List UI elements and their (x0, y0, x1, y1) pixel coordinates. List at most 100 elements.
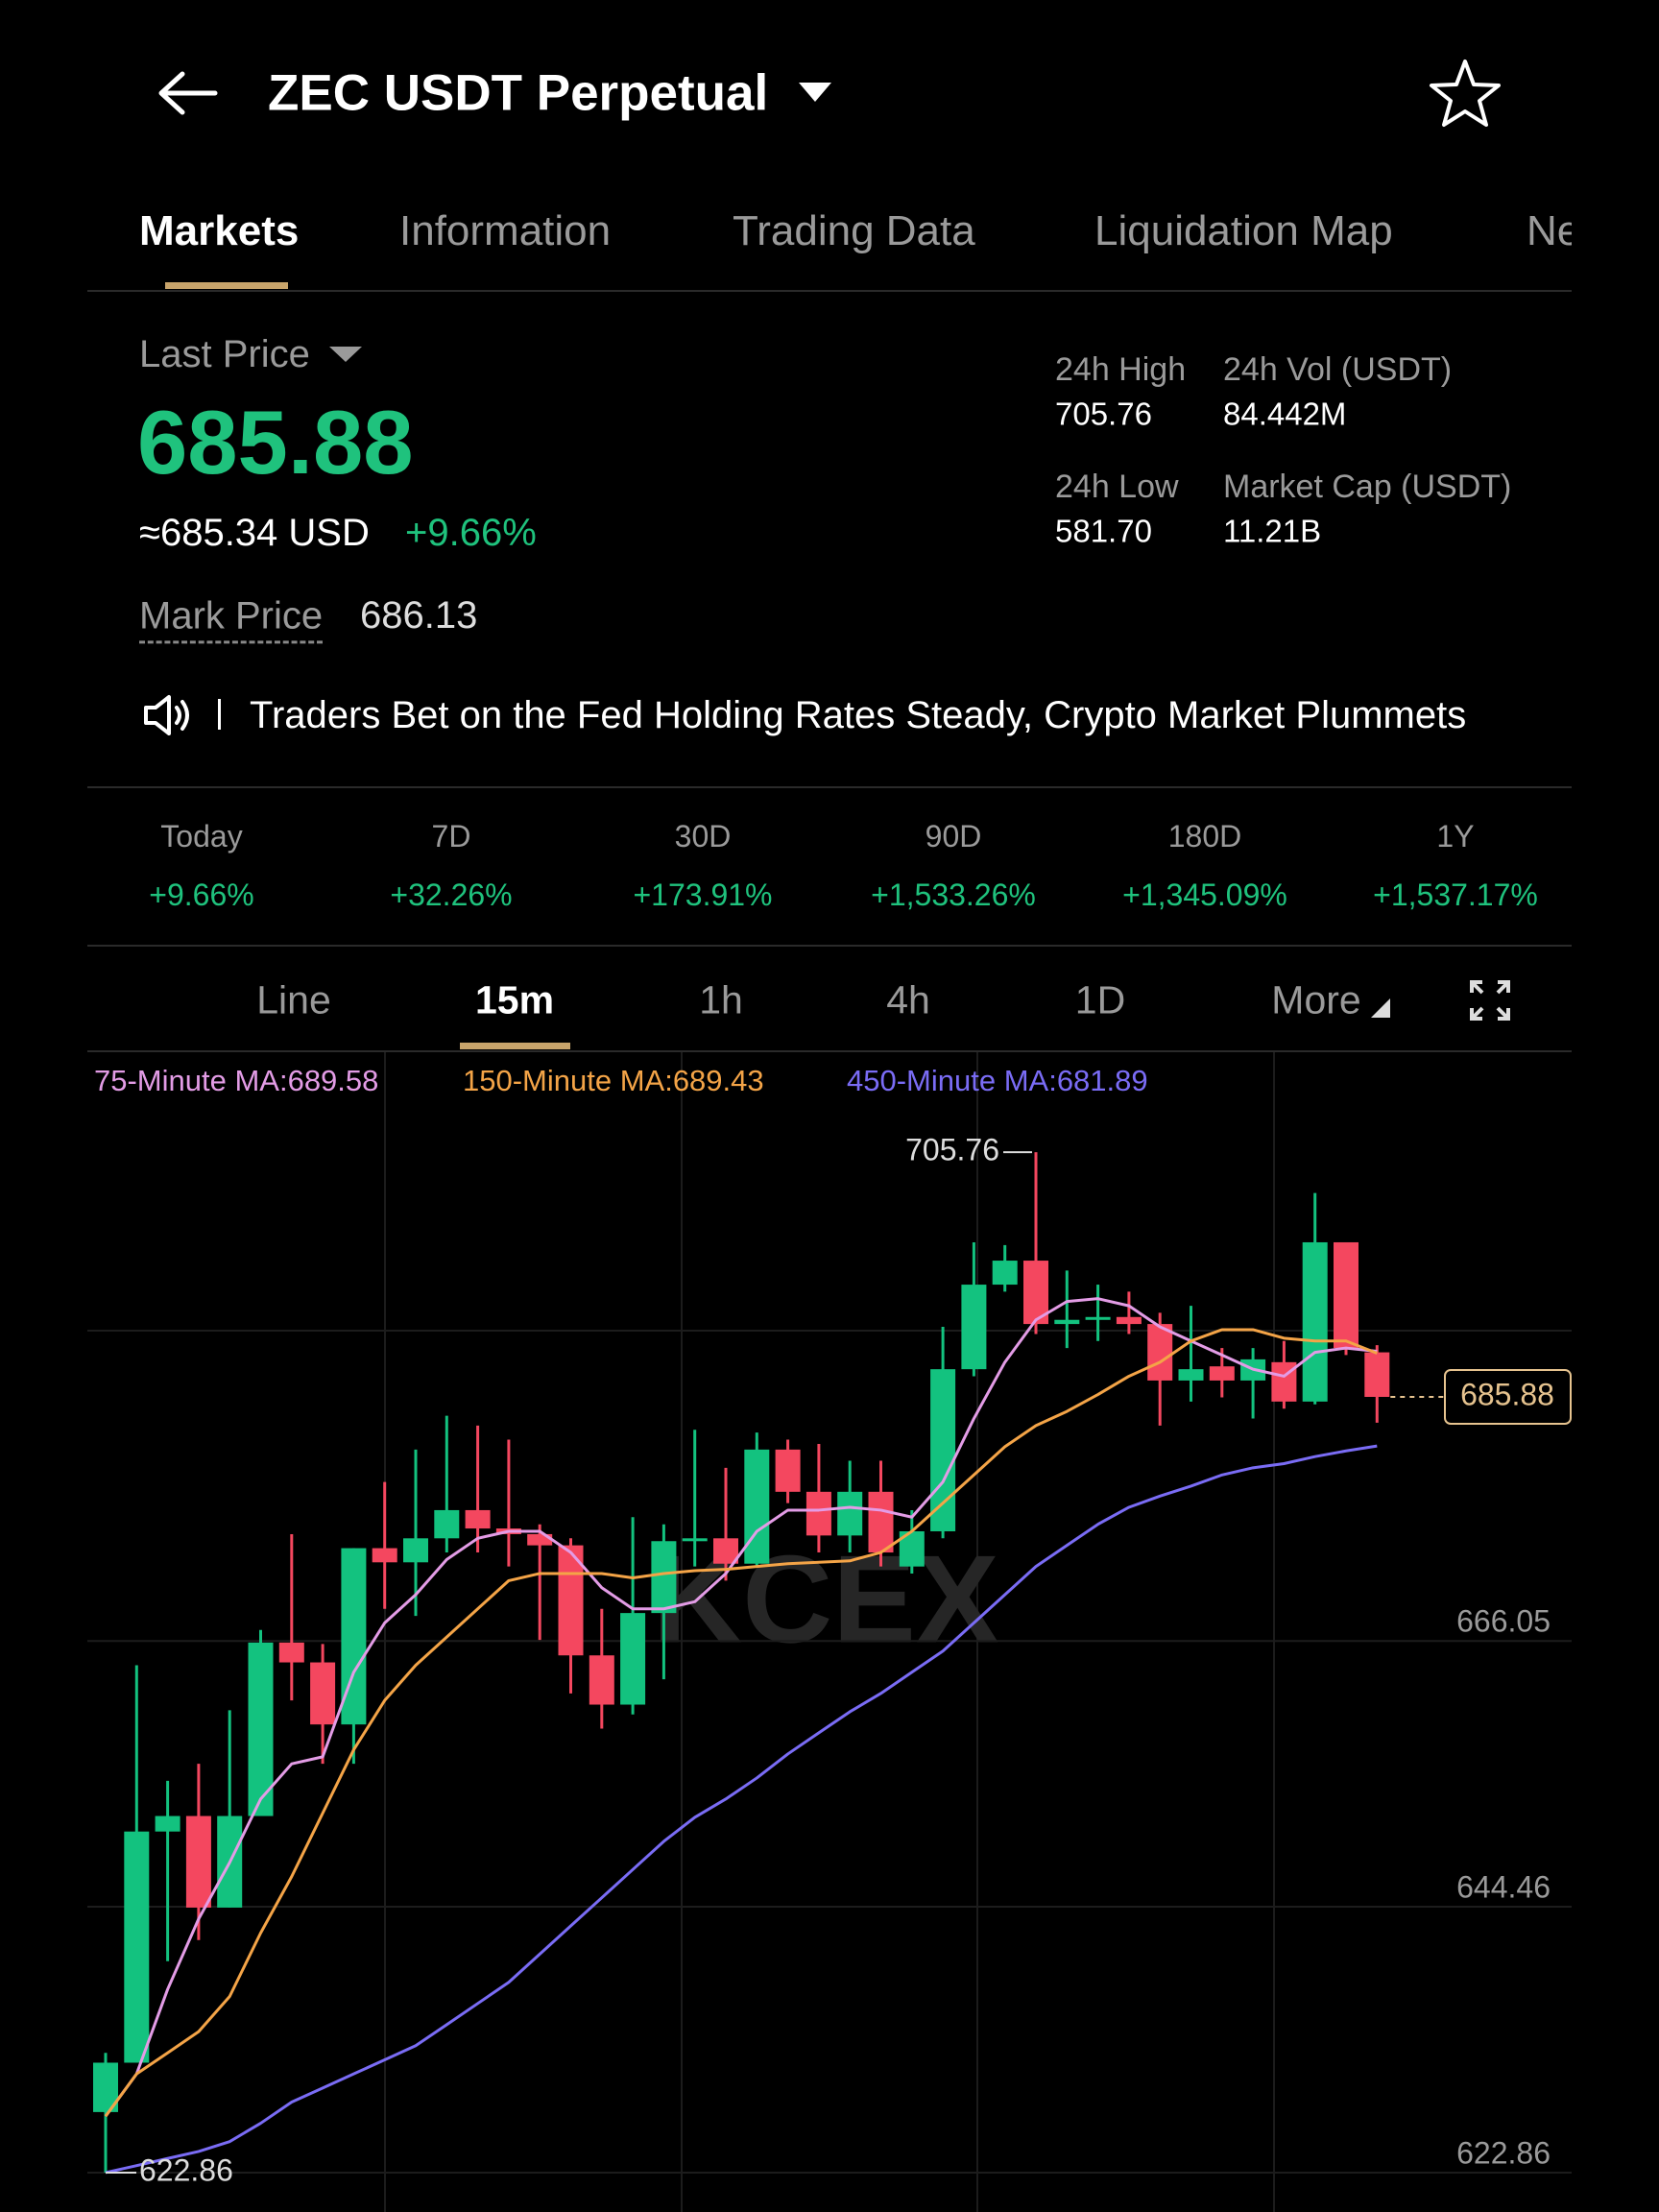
candle-body (620, 1613, 646, 1705)
interval-tab[interactable]: 1D (1074, 977, 1126, 1022)
candle-body (278, 1642, 304, 1663)
page-title[interactable]: ZEC USDT Perpetual (268, 64, 769, 122)
stat-value: 705.76 (1055, 396, 1152, 432)
candle-body (682, 1538, 708, 1542)
candle-body (961, 1285, 987, 1370)
candle-body (1085, 1316, 1111, 1320)
period-change: +1,537.17% (1373, 878, 1538, 912)
candle-body (185, 1815, 211, 1908)
fullscreen-button[interactable] (1469, 979, 1511, 1022)
high-marker: 705.76 (905, 1133, 999, 1167)
candle-body (713, 1538, 738, 1564)
period-change: +32.26% (390, 878, 513, 912)
candle-body (1178, 1369, 1204, 1381)
interval-tab[interactable]: More (1271, 977, 1361, 1022)
candle-body (155, 1815, 180, 1832)
more-caret (1371, 998, 1390, 1018)
interval-indicator (460, 1043, 570, 1049)
price-caret[interactable] (329, 347, 362, 364)
candle-body (589, 1655, 614, 1705)
candle-body (651, 1541, 677, 1614)
candle-body (775, 1449, 801, 1492)
candle-body (124, 1831, 150, 2063)
watermark: KCEX (652, 1528, 998, 1669)
divider (87, 1050, 1572, 1052)
y-tick-label: 644.46 (1456, 1869, 1551, 1904)
period-change: +1,345.09% (1122, 878, 1287, 912)
period-change: +173.91% (633, 878, 773, 912)
tab[interactable]: Information (399, 207, 612, 254)
period-label: 30D (674, 819, 732, 854)
candle-body (527, 1533, 553, 1546)
period-label: 1Y (1436, 819, 1475, 854)
mark-price-label[interactable]: Mark Price (139, 596, 324, 644)
candle-body (744, 1449, 770, 1564)
candle-body (805, 1491, 831, 1536)
ma-line (105, 1444, 1378, 2175)
stat-label: 24h Low (1055, 469, 1179, 505)
candle-body (465, 1509, 491, 1529)
speaker-icon (144, 695, 189, 735)
y-tick-label: 666.05 (1456, 1604, 1551, 1639)
tab[interactable]: Liquidation Map (1094, 207, 1393, 254)
tab[interactable]: Trading Data (733, 207, 975, 254)
period-label: 90D (925, 819, 982, 854)
period-change: +1,533.26% (871, 878, 1036, 912)
candle-body (248, 1642, 274, 1816)
low-marker: 622.86 (139, 2152, 233, 2187)
price-label[interactable]: Last Price (139, 333, 310, 375)
interval-tab[interactable]: 15m (474, 977, 555, 1022)
stat-value: 84.442M (1223, 396, 1347, 432)
candlestick-chart: KCEX 622.86 644.46 666.05 75-Minute MA:689.5… (87, 1052, 1572, 2212)
ma-line (104, 1297, 1378, 2118)
candle-body (868, 1491, 894, 1553)
divider (87, 945, 1572, 947)
period-change: +9.66% (149, 878, 254, 912)
candle-body (310, 1662, 336, 1725)
favorite-star[interactable] (1429, 58, 1502, 129)
candle-body (1302, 1241, 1328, 1402)
stat-label: Market Cap (USDT) (1223, 469, 1512, 505)
stat-value: 581.70 (1055, 513, 1152, 549)
candle-body (1209, 1366, 1235, 1381)
divider (87, 290, 1572, 292)
period-label: 7D (431, 819, 471, 854)
candle-body (992, 1261, 1018, 1286)
tab[interactable]: News (1527, 207, 1572, 254)
tab-indicator (165, 282, 288, 289)
candle-body (403, 1538, 428, 1563)
candle-body (1334, 1241, 1358, 1349)
news-headline[interactable]: Traders Bet on the Fed Holding Rates Ste… (250, 694, 1467, 736)
dropdown-caret[interactable] (799, 83, 831, 104)
divider (87, 786, 1572, 788)
last-price-box (1444, 1368, 1572, 1425)
period-label: Today (160, 819, 243, 854)
usd-price: ≈685.34 USD (139, 512, 370, 554)
candle-body (930, 1369, 956, 1531)
back-button[interactable] (154, 69, 223, 117)
candle-body (434, 1509, 460, 1539)
interval-tab[interactable]: Line (256, 977, 331, 1022)
stat-label: 24h High (1055, 351, 1187, 388)
legend-entry: 75-Minute MA:689.58 (94, 1064, 378, 1097)
interval-tab[interactable]: 4h (886, 977, 930, 1022)
price-change: +9.66% (405, 512, 537, 554)
stat-value: 11.21B (1223, 513, 1322, 549)
candle-body (1147, 1324, 1173, 1381)
ma-line (104, 1328, 1378, 2118)
candle-body (837, 1491, 863, 1536)
period-label: 180D (1167, 819, 1242, 854)
candle-body (372, 1548, 397, 1563)
candle-body (1116, 1316, 1142, 1325)
legend-entry: 450-Minute MA:681.89 (847, 1064, 1148, 1097)
candle-body (1054, 1319, 1080, 1325)
news-divider (218, 699, 221, 730)
tab-bar: Markets Information Trading Data Liquida… (0, 0, 1572, 307)
legend-entry: 150-Minute MA:689.43 (463, 1064, 764, 1097)
interval-tab[interactable]: 1h (699, 977, 743, 1022)
candle-body (1364, 1352, 1390, 1397)
mark-price: 686.13 (360, 594, 478, 637)
tab[interactable]: Markets (139, 207, 300, 254)
stat-label: 24h Vol (USDT) (1223, 351, 1453, 388)
